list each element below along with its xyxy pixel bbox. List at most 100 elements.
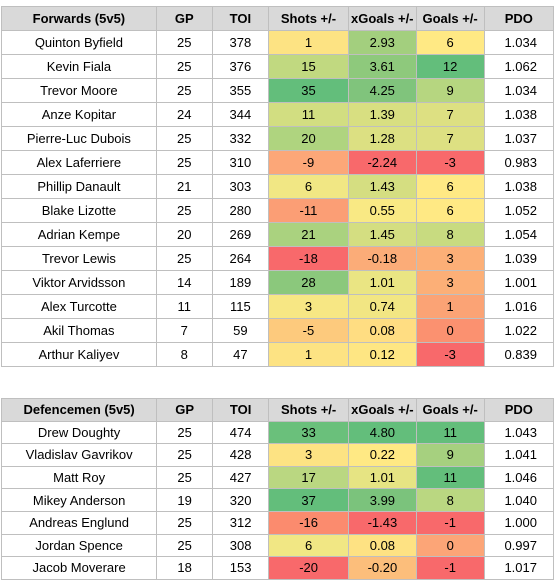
table-row: Matt Roy 25 427 17 1.01 11 1.046	[0, 465, 554, 490]
table-row: Andreas Englund 25 312 -16 -1.43 -1 1.000	[0, 510, 554, 535]
table-row: Jordan Spence 25 308 6 0.08 0 0.997	[0, 533, 554, 558]
goals-diff-cell: 11	[415, 420, 485, 445]
table-row: Viktor Arvidsson 14 189 28 1.01 3 1.001	[1, 270, 554, 295]
time-on-ice-cell: 378	[211, 30, 269, 55]
table-row: Trevor Lewis 25 264 -18 -0.18 3 1.039	[1, 246, 554, 271]
xgoals-diff-cell: 0.08	[347, 318, 417, 343]
xgoals-diff-cell: 0.22	[348, 443, 417, 467]
defencemen-header-pdo: PDO	[483, 398, 554, 422]
goals-diff-cell: 3	[415, 270, 485, 295]
pdo-cell: 1.037	[483, 126, 554, 151]
table-row: Blake Lizotte 25 280 -11 0.55 6 1.052	[1, 198, 554, 223]
defencemen-body: Drew Doughty 25 474 33 4.80 11 1.043 Vladislav …	[0, 420, 554, 580]
forwards-header-pdo: PDO	[483, 6, 554, 31]
games-played-cell: 21	[155, 174, 213, 199]
games-played-cell: 25	[155, 246, 213, 271]
goals-diff-cell: 8	[415, 488, 485, 512]
time-on-ice-cell: 320	[212, 488, 270, 512]
time-on-ice-cell: 59	[211, 318, 269, 343]
xgoals-diff-cell: 1.45	[347, 222, 417, 247]
time-on-ice-cell: 312	[212, 510, 270, 535]
table-row: Anze Kopitar 24 344 11 1.39 7 1.038	[1, 102, 554, 127]
table-row: Pierre-Luc Dubois 25 332 20 1.28 7 1.037	[1, 126, 554, 151]
table-row: Jacob Moverare 18 153 -20 -0.20 -1 1.017	[0, 556, 554, 580]
player-name-cell: Kevin Fiala	[1, 54, 157, 79]
games-played-cell: 25	[155, 30, 213, 55]
goals-diff-cell: 12	[415, 54, 485, 79]
pdo-cell: 1.039	[483, 246, 554, 271]
player-name-cell: Vladislav Gavrikov	[0, 443, 158, 467]
table-row: Alex Laferriere 25 310 -9 -2.24 -3 0.983	[1, 150, 554, 175]
pdo-cell: 1.000	[483, 510, 554, 535]
player-name-cell: Anze Kopitar	[1, 102, 157, 127]
goals-diff-cell: 9	[415, 443, 485, 467]
games-played-cell: 25	[156, 420, 214, 445]
player-name-cell: Mikey Anderson	[0, 488, 158, 512]
time-on-ice-cell: 280	[211, 198, 269, 223]
time-on-ice-cell: 303	[211, 174, 269, 199]
time-on-ice-cell: 474	[212, 420, 270, 445]
player-name-cell: Trevor Lewis	[1, 246, 157, 271]
pdo-cell: 1.038	[483, 174, 554, 199]
goals-diff-cell: 7	[415, 102, 485, 127]
xgoals-diff-cell: 3.61	[347, 54, 417, 79]
forwards-header-shots-diff: Shots +/-	[267, 6, 349, 31]
shots-diff-cell: -16	[268, 510, 350, 535]
games-played-cell: 25	[156, 465, 214, 490]
player-name-cell: Phillip Danault	[1, 174, 157, 199]
games-played-cell: 18	[156, 556, 214, 580]
forwards-body: Quinton Byfield 25 378 1 2.93 6 1.034 Kevin Fia…	[1, 30, 554, 367]
shots-diff-cell: -20	[268, 556, 350, 580]
time-on-ice-cell: 310	[211, 150, 269, 175]
table-row: Arthur Kaliyev 8 47 1 0.12 -3 0.839	[1, 342, 554, 367]
defencemen-table: Defencemen (5v5) GP TOI Shots +/- xGoals +/-…	[0, 398, 554, 580]
table-row: Phillip Danault 21 303 6 1.43 6 1.038	[1, 174, 554, 199]
xgoals-diff-cell: 0.08	[348, 533, 417, 558]
xgoals-diff-cell: -0.20	[348, 556, 417, 580]
pdo-cell: 1.052	[483, 198, 554, 223]
goals-diff-cell: -3	[415, 342, 485, 367]
player-name-cell: Viktor Arvidsson	[1, 270, 157, 295]
xgoals-diff-cell: -1.43	[348, 510, 417, 535]
shots-diff-cell: -9	[267, 150, 349, 175]
player-name-cell: Arthur Kaliyev	[1, 342, 157, 367]
table-row: Akil Thomas 7 59 -5 0.08 0 1.022	[1, 318, 554, 343]
player-name-cell: Jordan Spence	[0, 533, 158, 558]
goals-diff-cell: 6	[415, 30, 485, 55]
pdo-cell: 1.043	[483, 420, 554, 445]
defencemen-header-games-played: GP	[156, 398, 214, 422]
games-played-cell: 8	[155, 342, 213, 367]
time-on-ice-cell: 344	[211, 102, 269, 127]
table-row: Mikey Anderson 19 320 37 3.99 8 1.040	[0, 488, 554, 512]
defencemen-header-time-on-ice: TOI	[212, 398, 270, 422]
pdo-cell: 1.034	[483, 30, 554, 55]
xgoals-diff-cell: 2.93	[347, 30, 417, 55]
table-row: Alex Turcotte 11 115 3 0.74 1 1.016	[1, 294, 554, 319]
games-played-cell: 25	[156, 443, 214, 467]
time-on-ice-cell: 308	[212, 533, 270, 558]
player-name-cell: Trevor Moore	[1, 78, 157, 103]
table-row: Quinton Byfield 25 378 1 2.93 6 1.034	[1, 30, 554, 55]
pdo-cell: 1.034	[483, 78, 554, 103]
games-played-cell: 20	[155, 222, 213, 247]
player-name-cell: Jacob Moverare	[0, 556, 158, 580]
goals-diff-cell: -1	[415, 510, 485, 535]
forwards-header-goals-diff: Goals +/-	[415, 6, 485, 31]
xgoals-diff-cell: 3.99	[348, 488, 417, 512]
games-played-cell: 25	[155, 78, 213, 103]
player-name-cell: Adrian Kempe	[1, 222, 157, 247]
time-on-ice-cell: 115	[211, 294, 269, 319]
games-played-cell: 25	[156, 510, 214, 535]
defencemen-header-goals-diff: Goals +/-	[415, 398, 485, 422]
shots-diff-cell: -11	[267, 198, 349, 223]
forwards-header-time-on-ice: TOI	[211, 6, 269, 31]
games-played-cell: 25	[155, 126, 213, 151]
goals-diff-cell: 8	[415, 222, 485, 247]
defencemen-header-xgoals-diff: xGoals +/-	[348, 398, 417, 422]
time-on-ice-cell: 427	[212, 465, 270, 490]
player-name-cell: Drew Doughty	[0, 420, 158, 445]
games-played-cell: 11	[155, 294, 213, 319]
shots-diff-cell: 11	[267, 102, 349, 127]
pdo-cell: 1.001	[483, 270, 554, 295]
shots-diff-cell: 3	[268, 443, 350, 467]
